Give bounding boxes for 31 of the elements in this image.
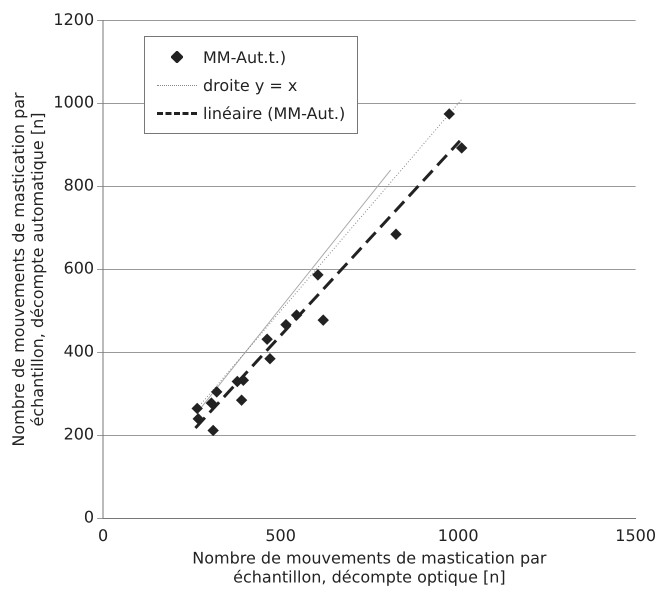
point: [390, 228, 402, 240]
point: [236, 394, 248, 406]
y-axis-title: Nombre de mouvements de mastication par échantillon, décompte automatique [n]: [8, 92, 47, 447]
legend-label: linéaire (MM-Aut.): [203, 104, 346, 122]
point: [208, 424, 219, 436]
point: [312, 269, 324, 280]
point: [211, 386, 222, 398]
y-tick-label: 0: [84, 508, 94, 527]
x-tick-label: 500: [265, 526, 296, 546]
point: [318, 314, 329, 326]
y-tick-label: 600: [64, 258, 94, 278]
y-tick-label: 800: [64, 176, 94, 195]
point: [192, 413, 204, 424]
y-tick-label: 1200: [53, 10, 94, 29]
legend-label: MM-Aut.t.): [203, 48, 286, 66]
point: [456, 142, 468, 154]
point: [291, 310, 302, 321]
point: [264, 353, 276, 364]
x-tick-label: 1500: [615, 526, 656, 546]
point: [192, 402, 203, 414]
y-tick-label: 200: [64, 424, 94, 444]
y-tick-label: 1000: [53, 92, 94, 112]
point: [206, 398, 217, 409]
point: [262, 334, 273, 345]
y-tick-label: 400: [64, 342, 94, 361]
legend-label: droite y = x: [203, 76, 298, 94]
x-tick-label: 0: [98, 526, 108, 546]
x-axis-title: Nombre de mouvements de mastication par échantillon, décompte optique [n]: [192, 548, 547, 587]
point: [280, 319, 292, 330]
point: [444, 108, 455, 120]
x-tick-label: 1000: [438, 526, 478, 546]
